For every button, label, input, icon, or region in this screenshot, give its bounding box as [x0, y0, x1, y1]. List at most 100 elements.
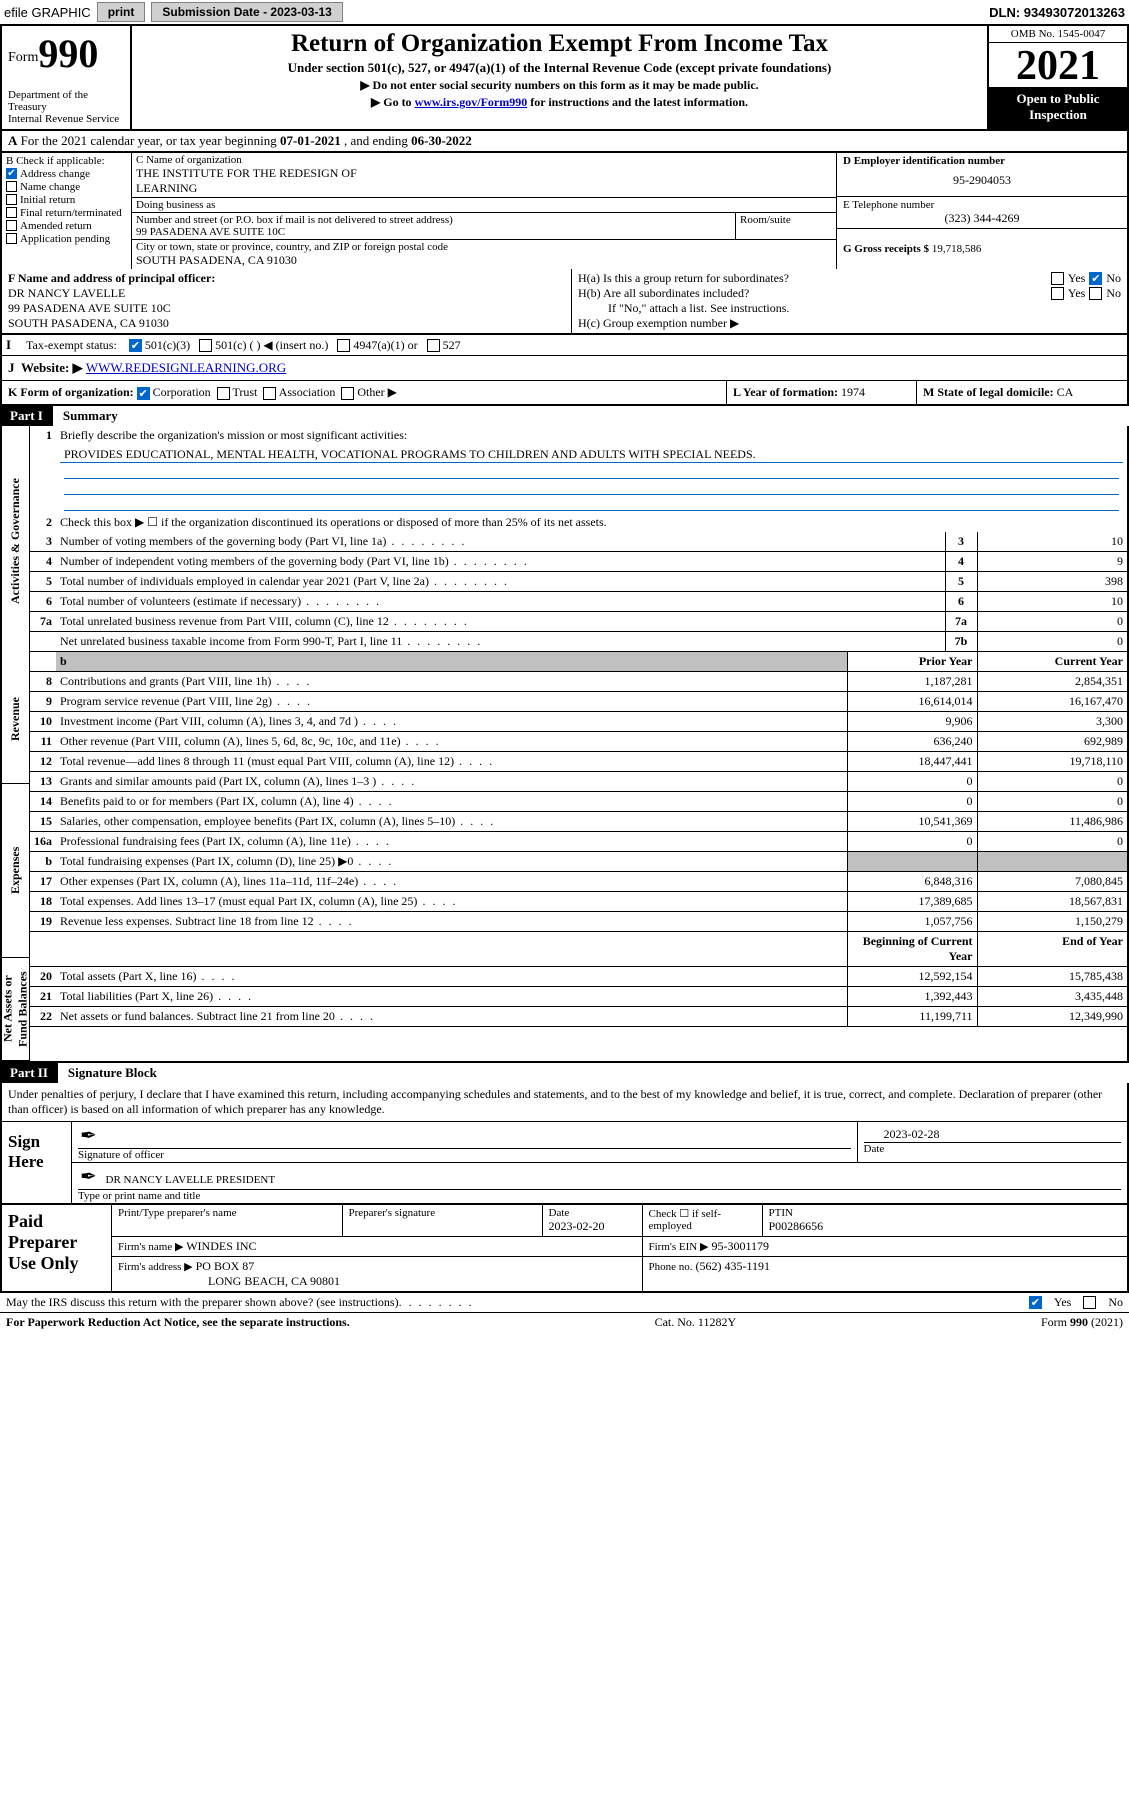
ha-yes-box[interactable] [1051, 272, 1064, 285]
street-label: Number and street (or P.O. box if mail i… [136, 214, 731, 226]
col-f: F Name and address of principal officer:… [2, 269, 572, 333]
org-name: THE INSTITUTE FOR THE REDESIGN OF LEARNI… [136, 166, 832, 196]
sign-here-block: Sign Here ✒ Signature of officer 2023-02… [0, 1122, 1129, 1205]
colb-item[interactable]: ✔Address change [6, 168, 127, 180]
side-gov: Activities & Governance [2, 426, 29, 656]
prior-val: 12,592,154 [847, 967, 977, 987]
k-opt-box[interactable] [341, 387, 354, 400]
prior-val: 0 [847, 832, 977, 852]
colb-item[interactable]: Amended return [6, 220, 127, 232]
col-prior: Prior Year [847, 652, 977, 672]
prior-val: 10,541,369 [847, 812, 977, 832]
sig-intro: Under penalties of perjury, I declare th… [0, 1083, 1129, 1122]
suite-label: Room/suite [736, 213, 836, 239]
colb-item[interactable]: Initial return [6, 194, 127, 206]
officer-addr2: SOUTH PASADENA, CA 91030 [8, 316, 169, 330]
gross-label: G Gross receipts $ [843, 243, 929, 255]
part2-title: Signature Block [58, 1063, 1129, 1083]
prior-val: 18,447,441 [847, 752, 977, 772]
row-i: I Tax-exempt status: ✔ 501(c)(3) 501(c) … [0, 335, 1129, 356]
hb-note: If "No," attach a list. See instructions… [578, 301, 1121, 316]
sig-label: Signature of officer [78, 1148, 851, 1161]
k-opt-box[interactable] [217, 387, 230, 400]
omb-number: OMB No. 1545-0047 [989, 26, 1127, 43]
form-title: Return of Organization Exempt From Incom… [138, 30, 981, 58]
col-b: B Check if applicable: ✔Address changeNa… [2, 153, 132, 269]
curr-val: 2,854,351 [977, 672, 1127, 692]
col-h: H(a) Is this a group return for subordin… [572, 269, 1127, 333]
footer: For Paperwork Reduction Act Notice, see … [0, 1312, 1129, 1332]
hc-label: H(c) Group exemption number ▶ [578, 316, 1121, 331]
i-opt-box[interactable] [427, 339, 440, 352]
part1-tag: Part I [0, 406, 53, 426]
form-number: 990 [38, 31, 98, 76]
part1-grid: Activities & Governance Revenue Expenses… [0, 426, 1129, 1063]
col-b-label: B Check if applicable: [6, 155, 127, 167]
ha-no-box[interactable]: ✔ [1089, 272, 1102, 285]
firm-name: WINDES INC [186, 1239, 256, 1253]
k-opt-box[interactable]: ✔ [137, 387, 150, 400]
i-opt-box[interactable] [199, 339, 212, 352]
row-klm: K Form of organization: ✔ Corporation Tr… [0, 381, 1129, 406]
firm-ein: 95-3001179 [711, 1239, 769, 1253]
part1-header: Part I Summary [0, 406, 1129, 426]
irs-link[interactable]: www.irs.gov/Form990 [415, 95, 528, 109]
subtitle-3: ▶ Go to www.irs.gov/Form990 for instruct… [138, 95, 981, 110]
curr-val: 3,300 [977, 712, 1127, 732]
discuss-no-box[interactable] [1083, 1296, 1096, 1309]
i-opt-box[interactable]: ✔ [129, 339, 142, 352]
website-link[interactable]: WWW.REDESIGNLEARNING.ORG [86, 360, 286, 376]
prep-date: 2023-02-20 [549, 1219, 636, 1234]
l-label: L Year of formation: [733, 385, 838, 399]
i-opt-box[interactable] [337, 339, 350, 352]
print-button[interactable]: print [97, 2, 146, 22]
col-d: D Employer identification number 95-2904… [837, 153, 1127, 269]
line1-label: Briefly describe the organization's miss… [60, 428, 407, 442]
curr-val: 3,435,448 [977, 987, 1127, 1007]
discuss-yes-box[interactable]: ✔ [1029, 1296, 1042, 1309]
firm-addr: PO BOX 87 [196, 1259, 255, 1273]
colb-item[interactable]: Final return/terminated [6, 207, 127, 219]
top-bar: efile GRAPHIC print Submission Date - 20… [0, 0, 1129, 26]
col-end: End of Year [977, 932, 1127, 967]
open-public-badge: Open to Public Inspection [989, 87, 1127, 129]
colb-item[interactable]: Application pending [6, 233, 127, 245]
curr-val: 11,486,986 [977, 812, 1127, 832]
cat-no: Cat. No. 11282Y [655, 1315, 737, 1330]
discuss-row: May the IRS discuss this return with the… [0, 1293, 1129, 1312]
tax-year: 2021 [989, 43, 1127, 87]
prior-val: 1,392,443 [847, 987, 977, 1007]
part1-body: 1 Briefly describe the organization's mi… [30, 426, 1127, 1061]
curr-val: 1,150,279 [977, 912, 1127, 932]
submission-date: 2023-03-13 [270, 5, 331, 19]
curr-val: 19,718,110 [977, 752, 1127, 772]
curr-val: 692,989 [977, 732, 1127, 752]
prior-val: 6,848,316 [847, 872, 977, 892]
prior-val: 16,614,014 [847, 692, 977, 712]
ptin: P00286656 [769, 1219, 1122, 1234]
submission-chip: Submission Date - 2023-03-13 [151, 2, 342, 22]
mission-text: PROVIDES EDUCATIONAL, MENTAL HEALTH, VOC… [60, 447, 1123, 463]
k-opt-box[interactable] [263, 387, 276, 400]
gov-val: 0 [977, 632, 1127, 652]
hb-no-box[interactable] [1089, 287, 1102, 300]
col-c: C Name of organization THE INSTITUTE FOR… [132, 153, 837, 269]
side-tabs: Activities & Governance Revenue Expenses… [2, 426, 30, 1061]
curr-val: 7,080,845 [977, 872, 1127, 892]
row-j: J Website: ▶ WWW.REDESIGNLEARNING.ORG [0, 356, 1129, 381]
firm-phone: (562) 435-1191 [696, 1259, 771, 1273]
curr-val [977, 852, 1127, 872]
street: 99 PASADENA AVE SUITE 10C [136, 226, 731, 238]
pra-notice: For Paperwork Reduction Act Notice, see … [6, 1315, 350, 1330]
title-right: OMB No. 1545-0047 2021 Open to Public In… [987, 26, 1127, 129]
part2-tag: Part II [0, 1063, 58, 1083]
signer-name-label: Type or print name and title [78, 1189, 1121, 1202]
hb-label: H(b) Are all subordinates included? [578, 286, 749, 301]
pen-icon: ✒ [78, 1125, 103, 1147]
subtitle-1: Under section 501(c), 527, or 4947(a)(1)… [138, 60, 981, 76]
side-rev: Revenue [2, 656, 29, 784]
hb-yes-box[interactable] [1051, 287, 1064, 300]
colb-item[interactable]: Name change [6, 181, 127, 193]
part1-title: Summary [53, 406, 1129, 426]
dba-label: Doing business as [136, 199, 832, 211]
